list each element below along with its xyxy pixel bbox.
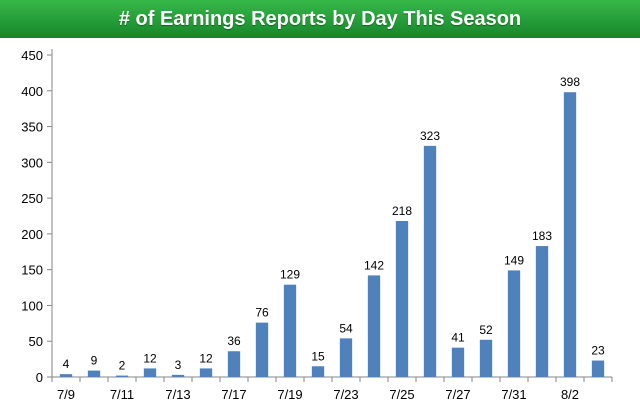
x-tick-label: 7/25 (389, 387, 414, 402)
y-tick-label: 400 (21, 84, 43, 99)
bar (367, 275, 381, 377)
bar (423, 145, 437, 377)
data-label: 142 (364, 258, 384, 272)
y-tick-label: 100 (21, 298, 43, 313)
data-label: 12 (143, 351, 157, 365)
y-tick-label: 300 (21, 155, 43, 170)
y-tick-label: 200 (21, 227, 43, 242)
data-label: 183 (532, 229, 552, 243)
x-tick-label: 7/31 (501, 387, 526, 402)
data-label: 15 (311, 349, 325, 363)
bar (115, 375, 129, 377)
bar (59, 374, 73, 377)
bar (563, 92, 577, 377)
data-label: 218 (392, 204, 412, 218)
bar (227, 351, 241, 377)
data-label: 23 (591, 344, 605, 358)
y-tick-label: 450 (21, 48, 43, 63)
bar (451, 347, 465, 377)
bar (535, 246, 549, 377)
data-label: 3 (175, 358, 182, 372)
bar (591, 360, 605, 377)
x-tick-label: 7/13 (165, 387, 190, 402)
data-label: 4 (63, 357, 70, 371)
chart-title: # of Earnings Reports by Day This Season (0, 0, 640, 38)
bar (255, 322, 269, 377)
y-tick-label: 350 (21, 120, 43, 135)
x-tick-label: 8/2 (561, 387, 579, 402)
x-tick-label: 7/11 (110, 387, 134, 402)
data-label: 52 (479, 323, 493, 337)
bar (479, 339, 493, 377)
data-label: 12 (199, 351, 213, 365)
data-label: 54 (339, 321, 353, 335)
data-label: 41 (451, 331, 465, 345)
bar (87, 370, 101, 377)
data-label: 323 (420, 129, 440, 143)
data-label: 36 (227, 334, 241, 348)
data-label: 398 (560, 75, 580, 89)
bar (171, 374, 185, 377)
x-tick-label: 7/27 (445, 387, 470, 402)
bar (283, 284, 297, 377)
bar (199, 368, 213, 377)
x-tick-label: 7/9 (57, 387, 75, 402)
data-label: 129 (280, 268, 300, 282)
y-tick-label: 50 (29, 334, 43, 349)
x-tick-label: 7/17 (221, 387, 246, 402)
y-tick-label: 0 (36, 370, 43, 385)
bar (339, 338, 353, 377)
bar (395, 221, 409, 377)
x-tick-label: 7/23 (333, 387, 358, 402)
bar (507, 270, 521, 377)
data-label: 2 (119, 359, 126, 373)
data-label: 9 (91, 354, 98, 368)
data-label: 149 (504, 253, 524, 267)
bar (311, 366, 325, 377)
y-tick-label: 250 (21, 191, 43, 206)
x-tick-label: 7/19 (277, 387, 302, 402)
bar (143, 368, 157, 377)
y-tick-label: 150 (21, 263, 43, 278)
data-label: 76 (255, 306, 269, 320)
